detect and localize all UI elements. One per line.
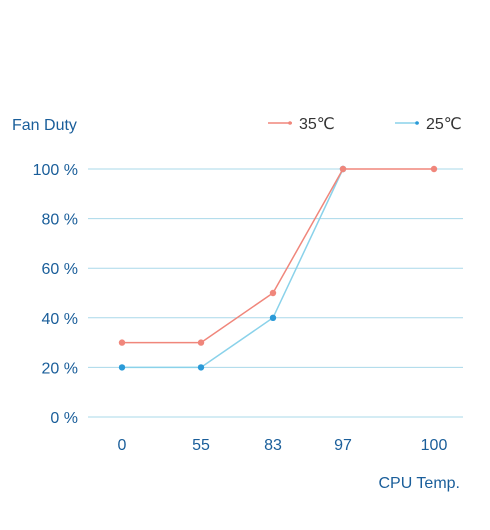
x-tick-label: 83 bbox=[264, 437, 282, 454]
legend-entry: 25℃ bbox=[395, 116, 462, 133]
x-tick-label: 0 bbox=[118, 437, 127, 454]
y-tick-label: 20 % bbox=[42, 360, 78, 377]
y-tick-label: 80 % bbox=[42, 212, 78, 229]
y-tick-label: 40 % bbox=[42, 311, 78, 328]
series-0 bbox=[118, 165, 438, 346]
y-tick-label: 0 % bbox=[50, 410, 78, 427]
series-line bbox=[122, 168, 344, 369]
data-point bbox=[197, 339, 205, 346]
legend-entry: 35℃ bbox=[268, 116, 335, 133]
data-point bbox=[269, 314, 277, 321]
tick-labels: 0 % 20 % 40 % 60 % 80 % 100 % 0 55 83 97 100 bbox=[33, 162, 448, 454]
x-tick-label: 55 bbox=[192, 437, 210, 454]
x-tick-label: 97 bbox=[334, 437, 352, 454]
y-axis-label: Fan Duty bbox=[12, 117, 77, 134]
y-tick-label: 100 % bbox=[33, 162, 78, 179]
legend-marker bbox=[288, 121, 292, 125]
data-point bbox=[118, 364, 126, 371]
legend: 35℃ 25℃ bbox=[268, 116, 462, 133]
legend-label: 25℃ bbox=[426, 116, 462, 133]
x-axis-label: CPU Temp. bbox=[378, 475, 460, 492]
x-tick-label: 100 bbox=[421, 437, 448, 454]
series-layer bbox=[118, 165, 438, 371]
data-point bbox=[430, 165, 438, 173]
data-point bbox=[269, 289, 277, 297]
legend-label: 35℃ bbox=[299, 116, 335, 133]
data-point bbox=[197, 364, 205, 371]
legend-marker bbox=[415, 121, 419, 125]
data-point bbox=[118, 339, 126, 346]
series-line bbox=[122, 168, 434, 344]
data-point bbox=[339, 165, 347, 173]
y-tick-label: 60 % bbox=[42, 261, 78, 278]
